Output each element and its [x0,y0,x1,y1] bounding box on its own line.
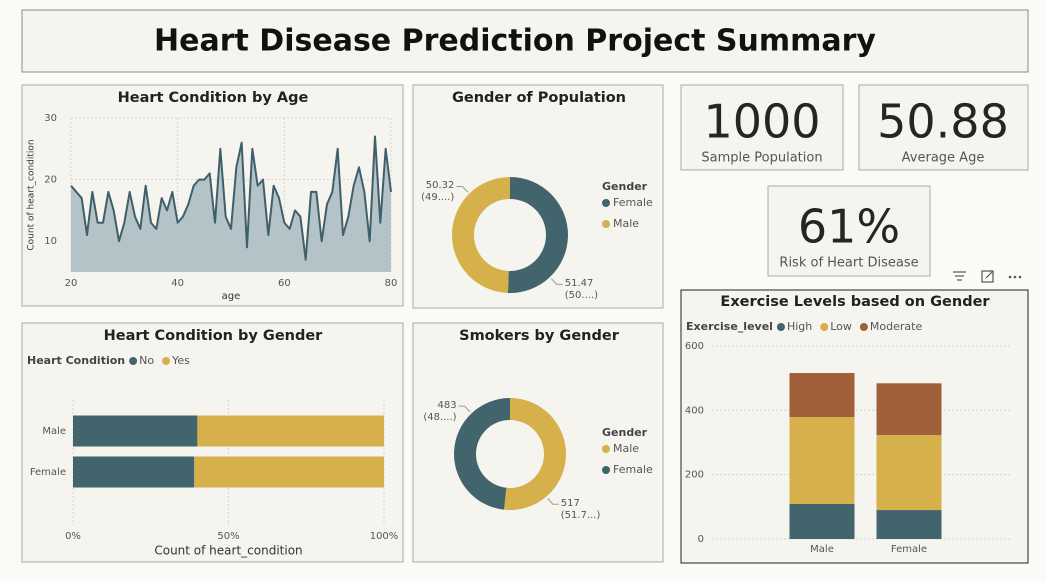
y-tick-label: 600 [685,341,704,352]
card-label: Sample Population [701,151,822,166]
legend-swatch [162,357,171,365]
y-tick-label: 400 [685,405,704,416]
bar-segment [789,373,855,418]
visual-toolbar [953,270,1022,283]
bar-segment [73,456,195,488]
legend-label: Low [830,320,852,333]
legend-label: Female [613,463,653,476]
legend-swatch [602,220,610,228]
x-axis-label: age [222,291,241,302]
y-tick-label: 10 [44,236,57,247]
leader-line [456,185,469,193]
card-label: Average Age [902,151,985,166]
bar-segment [876,383,942,436]
donut-slice [504,398,566,510]
legend-swatch [602,199,610,207]
leader-line [550,278,563,285]
x-tick-label: 100% [370,531,399,542]
chart-title: Heart Condition by Age [118,90,309,106]
y-tick-label: Male [42,426,66,437]
x-tick-label: 50% [217,531,239,542]
x-tick-label: 0% [65,531,81,542]
card-value: 1000 [703,95,820,149]
chart-title: Smokers by Gender [459,328,620,344]
x-tick-label: 80 [385,278,398,289]
card [858,84,1029,171]
panel [412,322,664,563]
x-tick-label: Female [891,544,927,555]
y-tick-label: Female [30,467,66,478]
focus-icon[interactable] [981,270,994,283]
x-tick-label: 20 [65,278,78,289]
card-value: 50.88 [877,95,1009,149]
legend-swatch [776,323,785,331]
legend-title: Gender [602,180,648,193]
y-tick-label: 200 [685,470,704,481]
legend-swatch [859,323,868,331]
legend-title: Gender [602,426,648,439]
data-label: 50.32 (49....) [421,180,455,204]
data-label: 517 (51.7...) [560,498,601,522]
legend-swatch [129,357,138,365]
bar-segment [876,435,942,511]
bar-segment [876,510,942,539]
leader-line [547,497,559,505]
legend-label: High [787,320,812,333]
chart-title: Heart Condition by Gender [104,328,324,344]
legend-title: Heart Condition [27,354,125,367]
donut-slice [507,177,568,293]
data-label: 51.47 (50....) [564,278,599,302]
y-tick-label: 20 [44,175,57,186]
area-fill [71,136,391,272]
chart-title: Gender of Population [452,90,626,106]
dashboard-title: Heart Disease Prediction Project Summary [154,24,876,59]
y-tick-label: 30 [44,113,57,124]
legend-swatch [602,445,610,453]
line [70,135,392,261]
card-value: 61% [798,200,900,254]
y-axis-label: Count of heart_condition [27,139,37,250]
chart-title: Exercise Levels based on Gender [720,294,990,310]
bar-segment [194,456,384,488]
legend-label: Moderate [870,320,923,333]
legend-title: Exercise_level [686,320,773,333]
bar-segment [197,415,384,447]
filter-icon[interactable] [953,271,966,281]
bar-segment [73,415,198,447]
card [767,185,931,277]
card [680,84,844,171]
legend-label: Male [613,217,639,230]
legend-swatch [820,323,829,331]
data-label: 483 (48....) [423,400,457,424]
y-tick-label: 0 [698,534,704,545]
title-box [21,9,1029,73]
legend-label: No [139,354,154,367]
x-axis-label: Count of heart_condition [154,544,302,558]
more-icon[interactable] [1008,275,1022,279]
legend-swatch [602,466,610,474]
x-tick-label: 40 [171,278,184,289]
legend-label: Male [613,442,639,455]
bar-segment [789,503,855,539]
donut-slice [451,177,510,293]
legend-label: Yes [171,354,190,367]
x-tick-label: 60 [278,278,291,289]
donut-slice [454,398,510,510]
x-tick-label: Male [810,544,834,555]
leader-line [458,405,471,413]
legend-label: Female [613,196,653,209]
card-label: Risk of Heart Disease [779,256,918,271]
bar-segment [789,417,855,504]
